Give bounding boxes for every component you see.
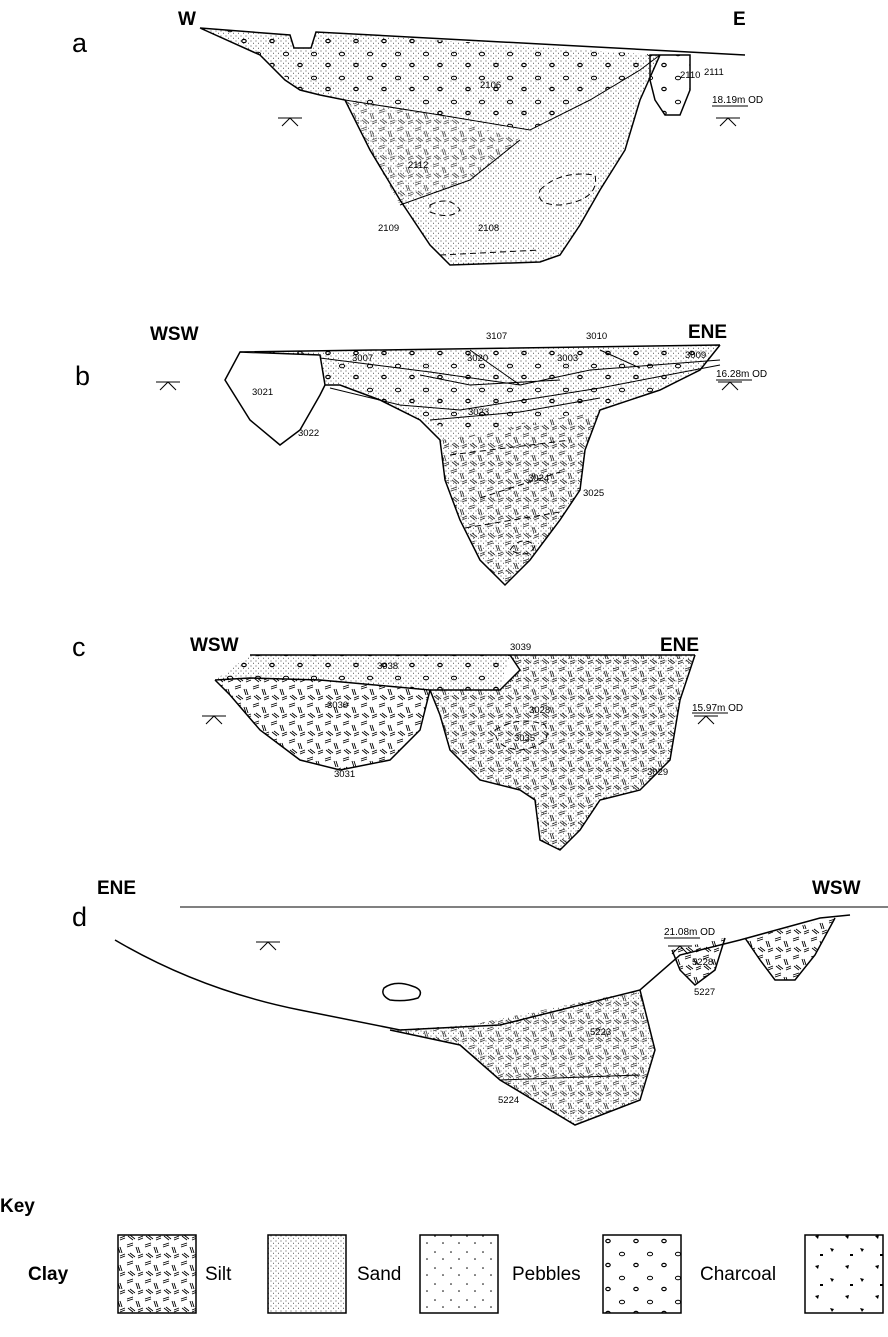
context: 2110 (680, 70, 700, 81)
context: 3039 (510, 642, 531, 653)
context: 3025 (583, 488, 604, 499)
stone (383, 983, 421, 1000)
section-b: b WSW ENE 16.28m OD 3107 3010 3007 3020 … (75, 322, 767, 585)
context: 3031 (334, 769, 355, 780)
context: 3010 (586, 331, 607, 342)
key-swatch (118, 1235, 196, 1313)
orientation-right: WSW (812, 878, 861, 899)
context: 3030 (327, 700, 348, 711)
datum-level: 21.08m OD (664, 927, 715, 938)
datum-level: 16.28m OD (716, 369, 767, 380)
key-swatch (420, 1235, 498, 1313)
context: 2109 (378, 223, 399, 234)
orientation-left: WSW (190, 635, 239, 656)
context: 5228 (692, 957, 713, 968)
section-a: a W E 18.19m OD 2106 2110 2111 2112 2108… (72, 9, 763, 265)
context: 3029 (647, 767, 668, 778)
context: 5227 (694, 987, 715, 998)
context: 3035 (514, 733, 535, 744)
context: 3009 (685, 350, 706, 361)
context: 3021 (252, 387, 273, 398)
context: 5224 (498, 1095, 519, 1106)
context: 3107 (486, 331, 507, 342)
context: 2111 (704, 67, 724, 78)
section-drawings: a W E 18.19m OD 2106 2110 2111 2112 2108… (0, 0, 888, 1337)
context: 3023 (468, 407, 489, 418)
key-item: Sand (357, 1264, 401, 1285)
section-label: d (72, 902, 87, 932)
key: Key Clay Silt Sand Pebbles Charcoal (0, 1196, 883, 1313)
profile-line (115, 915, 850, 1125)
section-label: a (72, 28, 88, 58)
context: 3038 (377, 661, 398, 672)
context: 3024 (528, 473, 549, 484)
orientation-right: ENE (688, 322, 727, 343)
orientation-left: WSW (150, 324, 199, 345)
context: 3020 (467, 353, 488, 364)
context: 5223 (590, 1027, 611, 1038)
context: 2106 (480, 80, 501, 91)
section-label: b (75, 361, 90, 391)
clay-fill (215, 678, 430, 770)
section-c: c WSW ENE 15.97m OD 3039 3038 3030 3028 … (72, 632, 743, 850)
context: 3003 (557, 353, 578, 364)
orientation-right: E (733, 9, 746, 30)
context: 3028 (529, 705, 550, 716)
context: 3007 (352, 353, 373, 364)
orientation-left: ENE (97, 878, 136, 899)
pit-fill (650, 55, 690, 115)
key-item: Charcoal (700, 1264, 776, 1285)
clay-fill (390, 990, 655, 1125)
clay-fill (440, 410, 600, 585)
context: 2108 (478, 223, 499, 234)
context: 3022 (298, 428, 319, 439)
key-item: Silt (205, 1264, 232, 1285)
datum-level: 18.19m OD (712, 95, 763, 106)
key-swatch (268, 1235, 346, 1313)
orientation-left: W (178, 9, 196, 30)
key-swatch (603, 1235, 681, 1313)
key-item: Pebbles (512, 1264, 581, 1285)
orientation-right: ENE (660, 635, 699, 656)
key-swatch (805, 1235, 883, 1313)
section-d: d ENE WSW 21.08m OD 5228 5227 5223 5224 (72, 878, 888, 1125)
datum-level: 15.97m OD (692, 703, 743, 714)
key-item: Clay (28, 1264, 69, 1285)
key-title: Key (0, 1196, 35, 1217)
section-label: c (72, 632, 86, 662)
context: 2112 (408, 160, 428, 171)
datum-symbol (256, 942, 692, 954)
